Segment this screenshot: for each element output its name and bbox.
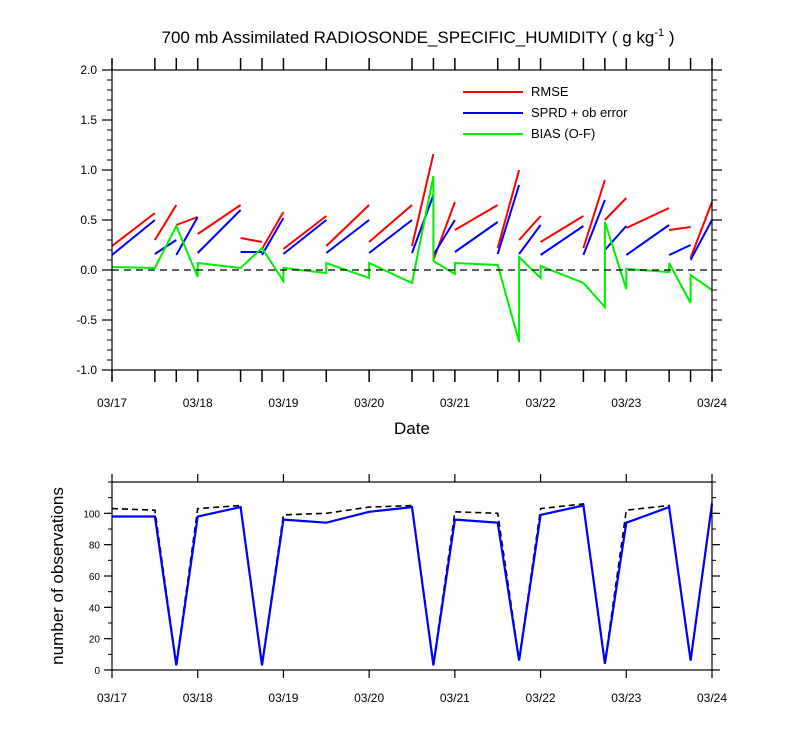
y-tick-label: -0.5: [76, 313, 97, 327]
series-line-sprd-ob-error-7: [325, 219, 370, 254]
series-line-sprd-ob-error-14: [540, 225, 584, 256]
bottom-y-tick-label: 80: [89, 541, 101, 552]
x-tick-label: 03/17: [97, 396, 127, 410]
x-tick-label: 03/24: [697, 396, 727, 410]
bottom-plot-panel: 0 20 40 60 80 100 03/17 03/18 03/19 03/20 03/21 03/…: [83, 474, 727, 705]
bottom-series-group: [111, 502, 714, 666]
series-line-sprd-ob-error-11: [454, 221, 499, 253]
series-line-sprd-ob-error-13: [518, 224, 542, 255]
series-line-rmse-6: [282, 215, 327, 250]
x-tick-label: 03/23: [611, 396, 641, 410]
x-tick-label: 03/21: [440, 396, 470, 410]
bottom-x-tick-label: 03/19: [268, 691, 298, 705]
y-tick-label: 2.0: [80, 63, 97, 77]
series-line-sprd-ob-error-10: [432, 219, 456, 256]
series-line-rmse-9: [411, 153, 435, 247]
series-line-sprd-ob-error-16: [604, 225, 628, 251]
series-line-rmse-15: [582, 179, 606, 249]
series-line-sprd-ob-error-17: [625, 224, 670, 256]
bottom-x-tick-label: 03/17: [97, 691, 127, 705]
legend-label: RMSE: [531, 84, 569, 99]
bottom-y-tick-label: 0: [94, 666, 100, 677]
x-axis-label: Date: [394, 419, 430, 438]
bottom-x-tick-label: 03/21: [440, 691, 470, 705]
legend-label: BIAS (O-F): [531, 126, 595, 141]
series-line-bias-o-f--0: [111, 175, 713, 343]
bottom-plot-frame: [111, 481, 713, 671]
series-line-rmse-13: [518, 215, 542, 241]
series-line-sprd-ob-error-2: [175, 216, 199, 256]
bottom-x-tick-label: 03/20: [354, 691, 384, 705]
series-line-sprd-ob-error-18: [668, 244, 692, 256]
series-line-rmse-11: [454, 204, 499, 231]
top-series-group: [111, 153, 713, 343]
top-axis-ticks: -1.0 -0.5 0.0 0.5 1.0 1.5 2.0 03/17 03/18 03/19 03…: [76, 58, 727, 410]
series-line-rmse-7: [325, 204, 370, 247]
series-line-rmse-1: [154, 204, 178, 241]
x-tick-label: 03/18: [183, 396, 213, 410]
series-line-sprd-ob-error-3: [196, 209, 242, 254]
series-line-rmse-14: [540, 215, 584, 243]
y-tick-label: -1.0: [76, 363, 97, 377]
series-line-rmse-12: [496, 169, 521, 249]
bottom-axis-ticks: 0 20 40 60 80 100 03/17 03/18 03/19 03/20 03/21 03/…: [83, 474, 727, 705]
bottom-x-tick-label: 03/22: [526, 691, 556, 705]
series-line-sprd-ob-error-12: [496, 184, 521, 255]
x-tick-label: 03/20: [354, 396, 384, 410]
series-line-rmse-16: [604, 197, 628, 221]
series-line-rmse-4: [240, 237, 263, 243]
bottom-y-axis-label: number of observations: [48, 487, 67, 665]
obs-line-possible-observations: [111, 502, 713, 664]
bottom-x-tick-label: 03/18: [183, 691, 213, 705]
series-line-sprd-ob-error-8: [368, 219, 413, 254]
series-line-rmse-8: [368, 204, 413, 243]
bottom-x-tick-label: 03/24: [697, 691, 727, 705]
series-line-sprd-ob-error-15: [582, 199, 606, 256]
top-plot-panel: -1.0 -0.5 0.0 0.5 1.0 1.5 2.0 03/17 03/18 03/19 03…: [76, 58, 727, 410]
series-line-rmse-17: [625, 207, 670, 229]
bottom-y-tick-label: 60: [89, 572, 101, 583]
obs-line-assimilated-observations: [112, 503, 714, 666]
y-tick-label: 0.5: [80, 213, 97, 227]
series-line-sprd-ob-error-6: [282, 219, 327, 255]
bottom-y-tick-label: 20: [89, 635, 101, 646]
series-line-rmse-3: [197, 204, 242, 235]
series-line-rmse-5: [261, 211, 285, 250]
series-line-sprd-ob-error-0: [111, 219, 156, 256]
series-line-rmse-2: [175, 216, 199, 226]
series-line-rmse-18: [668, 226, 691, 231]
bottom-y-tick-label: 100: [83, 509, 100, 520]
series-line-sprd-ob-error-9: [411, 194, 435, 254]
series-line-sprd-ob-error-19: [689, 219, 713, 261]
x-tick-label: 03/19: [268, 396, 298, 410]
top-plot-frame: [111, 69, 713, 371]
y-tick-label: 1.5: [80, 113, 97, 127]
y-tick-label: 1.0: [80, 163, 97, 177]
bottom-y-tick-label: 40: [89, 603, 101, 614]
x-tick-label: 03/22: [526, 396, 556, 410]
legend-label: SPRD + ob error: [531, 105, 628, 120]
y-tick-label: 0.0: [80, 263, 97, 277]
bottom-x-tick-label: 03/23: [611, 691, 641, 705]
series-line-rmse-19: [689, 201, 713, 259]
chart-title: 700 mb Assimilated RADIOSONDE_SPECIFIC_H…: [162, 27, 675, 47]
series-line-rmse-0: [111, 212, 156, 247]
series-line-sprd-ob-error-5: [261, 217, 285, 256]
legend: RMSE SPRD + ob error BIAS (O-F): [463, 84, 628, 141]
